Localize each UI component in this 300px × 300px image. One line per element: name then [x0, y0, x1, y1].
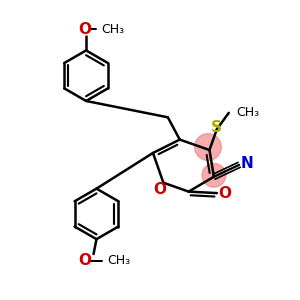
- Text: O: O: [78, 253, 91, 268]
- Text: CH₃: CH₃: [236, 106, 259, 119]
- Text: O: O: [153, 182, 166, 197]
- Text: N: N: [241, 156, 254, 171]
- Circle shape: [195, 134, 221, 161]
- Text: CH₃: CH₃: [107, 254, 130, 267]
- Text: O: O: [78, 22, 91, 37]
- Text: CH₃: CH₃: [101, 22, 124, 35]
- Text: S: S: [212, 120, 222, 135]
- Circle shape: [202, 164, 226, 187]
- Text: O: O: [219, 186, 232, 201]
